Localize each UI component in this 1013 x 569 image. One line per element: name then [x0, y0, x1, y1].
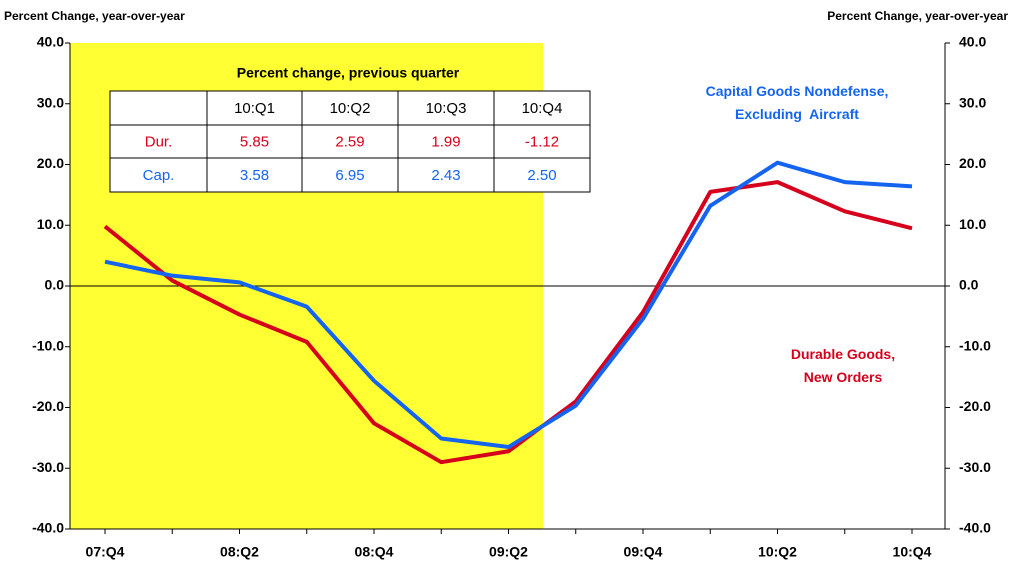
- y2-tick-label: -40.0: [959, 520, 991, 536]
- table-border: [109, 90, 591, 193]
- y-tick-label: 20.0: [37, 155, 64, 171]
- table-title: Percent change, previous quarter: [237, 65, 460, 81]
- y2-tick-label: 30.0: [959, 94, 986, 110]
- series-label-line: Durable Goods,: [791, 346, 895, 362]
- table-header: 10:Q4: [522, 100, 563, 117]
- series-label: Capital Goods Nondefense, Excluding Aircr…: [706, 83, 889, 122]
- series-line: [103, 180, 913, 465]
- y-tick-label: -30.0: [32, 459, 64, 475]
- y2-tick-label: -20.0: [959, 398, 991, 414]
- series-label-line: Capital Goods Nondefense,: [706, 83, 889, 99]
- table-header: 10:Q3: [426, 100, 467, 117]
- x-tick-label: 09:Q4: [624, 544, 663, 560]
- x-tick-label: 08:Q4: [355, 544, 394, 560]
- series-line: [104, 160, 913, 449]
- y2-tick-label: 20.0: [959, 155, 986, 171]
- x-tick-label: 09:Q2: [489, 544, 528, 560]
- y-tick-label: -10.0: [32, 337, 64, 353]
- x-tick-label: 10:Q2: [758, 544, 797, 560]
- y-tick-label: -40.0: [32, 520, 64, 536]
- table-cell: -1.12: [525, 133, 559, 150]
- table-cell: 3.58: [240, 167, 269, 184]
- table-row-label: Dur.: [145, 133, 173, 150]
- table-cell: 2.50: [527, 167, 556, 184]
- y-tick-label: 10.0: [37, 216, 64, 232]
- y2-tick-label: -30.0: [959, 459, 991, 475]
- x-tick-label: 10:Q4: [893, 544, 932, 560]
- table-cell: 5.85: [240, 133, 269, 150]
- table-header: 10:Q2: [330, 100, 371, 117]
- y2-tick-label: -10.0: [959, 337, 991, 353]
- series-label: Durable Goods, New Orders: [791, 346, 895, 385]
- table-cell: 6.95: [335, 167, 364, 184]
- x-tick-label: 07:Q4: [86, 544, 125, 560]
- y-axis-label: Percent Change, year-over-year: [4, 9, 185, 23]
- table-row-label: Cap.: [143, 167, 175, 184]
- table-header: 10:Q1: [234, 100, 275, 117]
- y2-tick-label: 0.0: [959, 277, 979, 293]
- y2-tick-label: 40.0: [959, 34, 986, 50]
- y-tick-label: 40.0: [37, 34, 64, 50]
- y2-axis-label: Percent Change, year-over-year: [827, 9, 1008, 23]
- series-label-line: Excluding Aircraft: [735, 106, 859, 122]
- series-label-line: New Orders: [804, 369, 883, 385]
- y-tick-label: 0.0: [45, 277, 65, 293]
- table-cell: 2.43: [431, 167, 460, 184]
- table-cell: 1.99: [431, 133, 460, 150]
- y-tick-label: 30.0: [37, 94, 64, 110]
- table-cell: 2.59: [335, 133, 364, 150]
- x-tick-label: 08:Q2: [220, 544, 259, 560]
- y-tick-label: -20.0: [32, 398, 64, 414]
- y2-tick-label: 10.0: [959, 216, 986, 232]
